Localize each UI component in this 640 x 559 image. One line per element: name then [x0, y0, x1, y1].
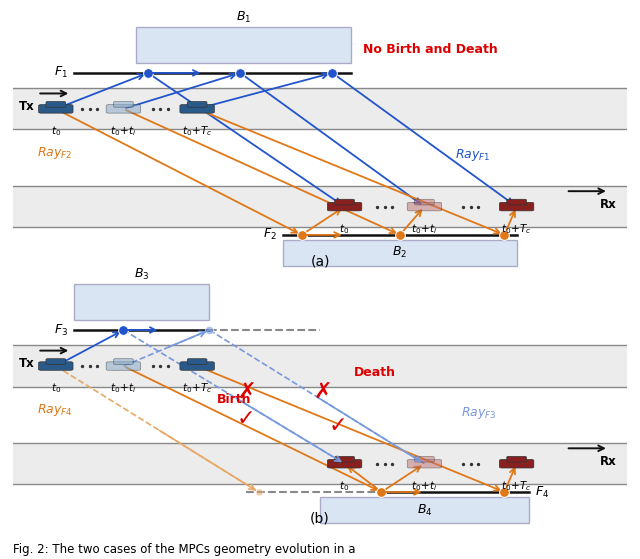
- Bar: [13, 345, 627, 387]
- Text: Tx: Tx: [19, 357, 35, 370]
- Text: $B_3$: $B_3$: [134, 267, 150, 282]
- Text: No Birth and Death: No Birth and Death: [364, 43, 498, 56]
- Text: $B_2$: $B_2$: [392, 245, 408, 260]
- Text: (a): (a): [310, 254, 330, 268]
- Text: $t_0\!+\!t_i$: $t_0\!+\!t_i$: [110, 381, 136, 395]
- FancyBboxPatch shape: [180, 362, 214, 370]
- FancyBboxPatch shape: [499, 459, 534, 468]
- FancyBboxPatch shape: [415, 456, 435, 462]
- FancyBboxPatch shape: [106, 362, 141, 370]
- Text: $t_0\!+\!t_i$: $t_0\!+\!t_i$: [110, 124, 136, 138]
- Text: $F_4$: $F_4$: [535, 485, 549, 500]
- Text: $Ray_{F3}$: $Ray_{F3}$: [461, 405, 497, 420]
- FancyBboxPatch shape: [335, 199, 355, 205]
- Text: ✓: ✓: [329, 416, 348, 437]
- Text: $t_0\!+\!T_c$: $t_0\!+\!T_c$: [501, 479, 532, 493]
- FancyBboxPatch shape: [407, 459, 442, 468]
- Bar: [13, 443, 627, 484]
- Text: Tx: Tx: [19, 100, 35, 113]
- Bar: [13, 186, 627, 227]
- FancyBboxPatch shape: [188, 102, 207, 107]
- Text: ✓: ✓: [237, 409, 255, 429]
- FancyBboxPatch shape: [415, 199, 435, 205]
- Bar: [13, 88, 627, 130]
- Text: $B_4$: $B_4$: [417, 503, 432, 518]
- Text: $t_0\!+\!T_c$: $t_0\!+\!T_c$: [182, 381, 212, 395]
- Text: (b): (b): [310, 511, 330, 525]
- FancyBboxPatch shape: [46, 102, 66, 107]
- FancyBboxPatch shape: [188, 359, 207, 364]
- Text: Rx: Rx: [600, 454, 616, 468]
- Text: $t_0\!+\!t_i$: $t_0\!+\!t_i$: [412, 222, 438, 236]
- Text: $F_3$: $F_3$: [54, 323, 68, 338]
- Text: Rx: Rx: [600, 197, 616, 211]
- FancyBboxPatch shape: [499, 202, 534, 211]
- Text: $F_1$: $F_1$: [54, 65, 68, 80]
- Bar: [320, 497, 529, 523]
- FancyBboxPatch shape: [38, 362, 73, 370]
- FancyBboxPatch shape: [113, 102, 133, 107]
- Text: $Ray_{F4}$: $Ray_{F4}$: [37, 402, 73, 418]
- FancyBboxPatch shape: [507, 456, 527, 462]
- Bar: [74, 284, 209, 320]
- Text: ✗: ✗: [237, 382, 255, 402]
- FancyBboxPatch shape: [328, 459, 362, 468]
- FancyBboxPatch shape: [113, 359, 133, 364]
- Text: $t_0$: $t_0$: [339, 479, 349, 493]
- Text: ✗: ✗: [314, 382, 332, 402]
- Text: Fig. 2: The two cases of the MPCs geometry evolution in a: Fig. 2: The two cases of the MPCs geomet…: [13, 543, 355, 556]
- Text: $t_0$: $t_0$: [51, 124, 61, 138]
- Text: Death: Death: [354, 366, 396, 379]
- FancyBboxPatch shape: [38, 105, 73, 113]
- FancyBboxPatch shape: [46, 359, 66, 364]
- Text: $t_0\!+\!T_c$: $t_0\!+\!T_c$: [182, 124, 212, 138]
- Bar: [283, 240, 516, 266]
- FancyBboxPatch shape: [407, 202, 442, 211]
- Text: $t_0$: $t_0$: [51, 381, 61, 395]
- Text: $Ray_{F2}$: $Ray_{F2}$: [37, 145, 73, 161]
- Text: $t_0\!+\!t_i$: $t_0\!+\!t_i$: [412, 479, 438, 493]
- Text: $Ray_{F1}$: $Ray_{F1}$: [455, 148, 491, 163]
- FancyBboxPatch shape: [328, 202, 362, 211]
- FancyBboxPatch shape: [335, 456, 355, 462]
- Text: $t_0$: $t_0$: [339, 222, 349, 236]
- FancyBboxPatch shape: [106, 105, 141, 113]
- Text: Birth: Birth: [217, 393, 252, 406]
- Text: $t_0\!+\!T_c$: $t_0\!+\!T_c$: [501, 222, 532, 236]
- Text: $F_2$: $F_2$: [263, 228, 277, 243]
- Text: $B_1$: $B_1$: [236, 10, 251, 25]
- Bar: [136, 27, 351, 63]
- FancyBboxPatch shape: [507, 199, 527, 205]
- FancyBboxPatch shape: [180, 105, 214, 113]
